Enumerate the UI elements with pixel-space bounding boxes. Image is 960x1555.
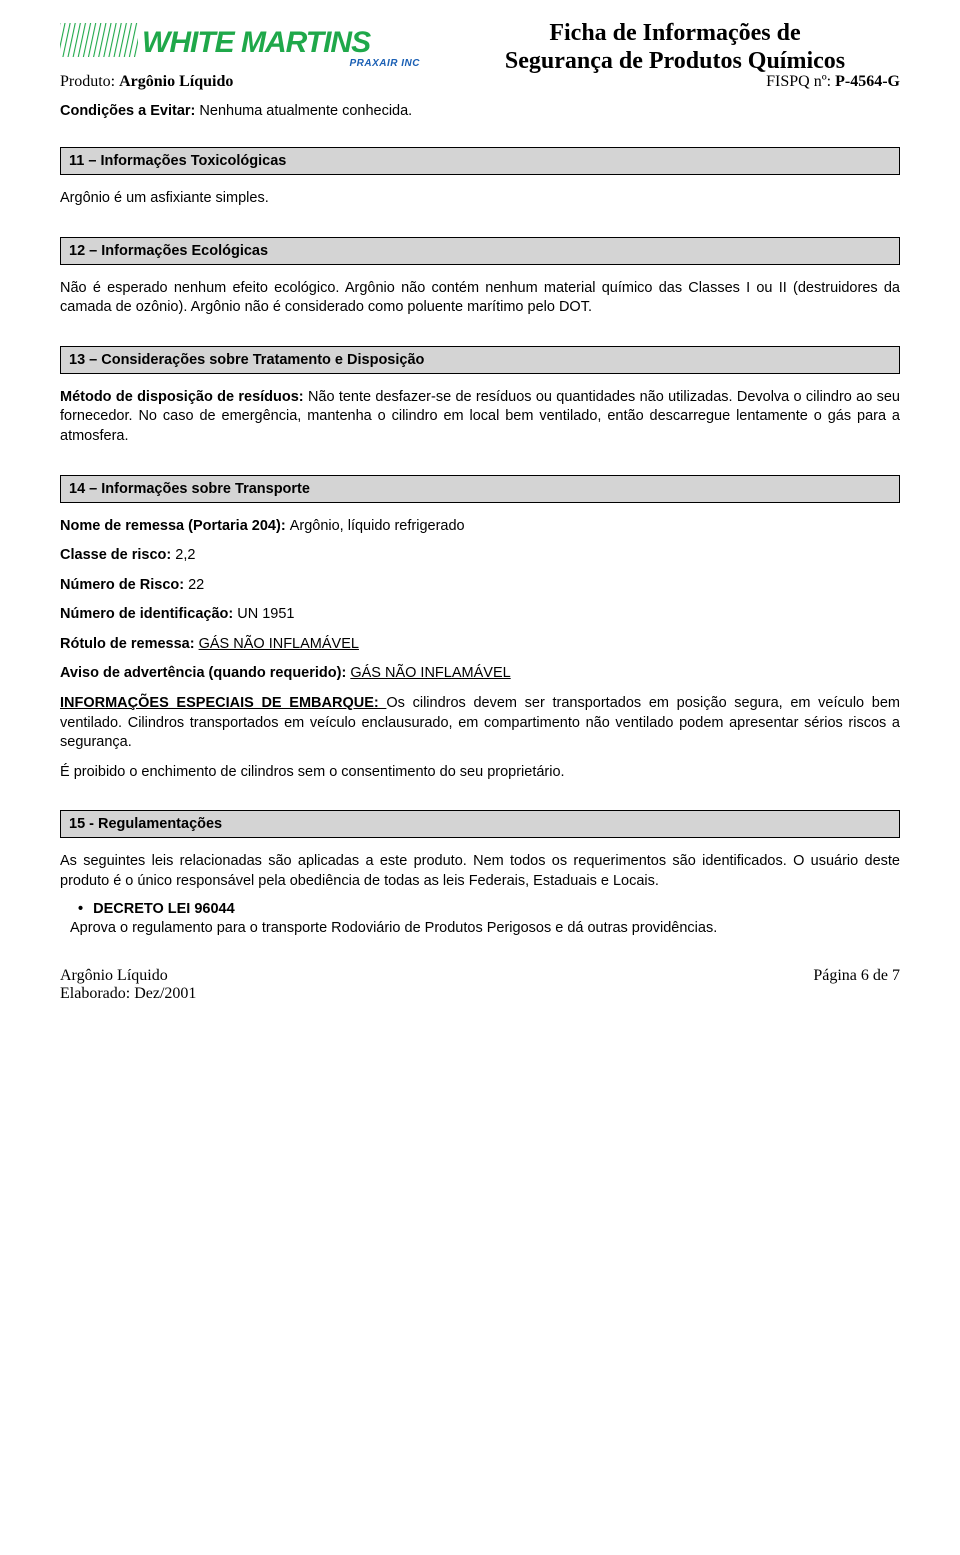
info-especiais-label: INFORMAÇÕES ESPECIAIS DE EMBARQUE: [60,695,386,711]
section-15-header: 15 - Regulamentações [60,810,900,838]
title-line-2: Segurança de Produtos Químicos [450,48,900,76]
proibido-enchimento: É proibido o enchimento de cilindros sem… [60,763,900,783]
aviso-advertencia-label: Aviso de advertência (quando requerido): [60,665,350,681]
header-sub-row: Produto: Argônio Líquido FISPQ nº: P-456… [60,73,900,91]
nome-remessa: Nome de remessa (Portaria 204): Argônio,… [60,517,900,537]
praxair-subtext: PRAXAIR INC [60,58,420,69]
numero-identificacao-value: UN 1951 [237,606,294,622]
produto-value: Argônio Líquido [119,73,233,90]
classe-risco-label: Classe de risco: [60,547,175,563]
section-13-header: 13 – Considerações sobre Tratamento e Di… [60,346,900,374]
logo-block: WHITE MARTINS PRAXAIR INC [60,20,430,69]
section-12-header: 12 – Informações Ecológicas [60,237,900,265]
title-line-1: Ficha de Informações de [450,20,900,48]
nome-remessa-value: Argônio, líquido refrigerado [290,518,465,534]
fispq-value: P-4564-G [835,73,900,90]
fispq-line: FISPQ nº: P-4564-G [766,73,900,91]
decreto-desc: Aprova o regulamento para o transporte R… [70,919,900,939]
numero-identificacao-label: Número de identificação: [60,606,237,622]
condicoes-evitar-label: Condições a Evitar: [60,103,199,119]
info-especiais-embarque: INFORMAÇÕES ESPECIAIS DE EMBARQUE: Os ci… [60,694,900,753]
rotulo-remessa: Rótulo de remessa: GÁS NÃO INFLAMÁVEL [60,635,900,655]
aviso-advertencia: Aviso de advertência (quando requerido):… [60,664,900,684]
section-15-intro: As seguintes leis relacionadas são aplic… [60,852,900,891]
footer-date: Elaborado: Dez/2001 [60,985,196,1003]
nome-remessa-label: Nome de remessa (Portaria 204): [60,518,290,534]
section-13-text: Método de disposição de resíduos: Não te… [60,388,900,447]
numero-risco-value: 22 [188,577,204,593]
svg-text:WHITE MARTINS: WHITE MARTINS [142,26,371,59]
classe-risco-value: 2,2 [175,547,195,563]
decreto-bullet: DECRETO LEI 96044 [78,901,900,917]
fispq-label: FISPQ nº: [766,73,835,90]
section-12-text: Não é esperado nenhum efeito ecológico. … [60,279,900,318]
document-header: WHITE MARTINS PRAXAIR INC Ficha de Infor… [60,20,900,91]
footer-left: Argônio Líquido Elaborado: Dez/2001 [60,967,196,1003]
rotulo-remessa-label: Rótulo de remessa: [60,636,199,652]
white-martins-logo: WHITE MARTINS [60,20,430,62]
decreto-title: DECRETO LEI 96044 [93,901,235,917]
aviso-advertencia-value: GÁS NÃO INFLAMÁVEL [350,665,510,681]
numero-risco-label: Número de Risco: [60,577,188,593]
section-11-header: 11 – Informações Toxicológicas [60,147,900,175]
footer-page-number: Página 6 de 7 [813,967,900,1003]
condicoes-evitar-value: Nenhuma atualmente conhecida. [199,103,412,119]
produto-label: Produto: [60,73,119,90]
rotulo-remessa-value: GÁS NÃO INFLAMÁVEL [199,636,359,652]
produto-line: Produto: Argônio Líquido [60,73,233,91]
header-top-row: WHITE MARTINS PRAXAIR INC Ficha de Infor… [60,20,900,75]
numero-identificacao: Número de identificação: UN 1951 [60,605,900,625]
section-14-header: 14 – Informações sobre Transporte [60,475,900,503]
section-13-label: Método de disposição de resíduos: [60,389,308,405]
section-11-text: Argônio é um asfixiante simples. [60,189,900,209]
footer-product: Argônio Líquido [60,967,196,985]
condicoes-evitar: Condições a Evitar: Nenhuma atualmente c… [60,103,900,119]
document-title: Ficha de Informações de Segurança de Pro… [450,20,900,75]
classe-risco: Classe de risco: 2,2 [60,546,900,566]
page-footer: Argônio Líquido Elaborado: Dez/2001 Pági… [60,967,900,1003]
numero-risco: Número de Risco: 22 [60,576,900,596]
